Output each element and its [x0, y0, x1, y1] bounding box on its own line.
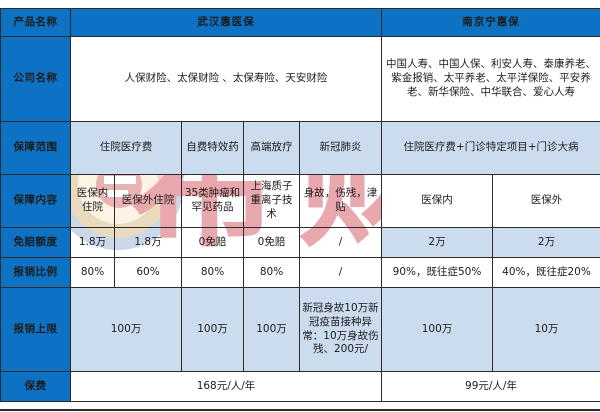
reimbursement-cap-wuhan-4: 新冠身故10万新冠疫苗接种异常：10万身故伤残、200元/: [299, 287, 382, 372]
coverage-scope-wuhan-1: 住院医疗费: [70, 121, 182, 175]
coverage-content-wuhan-5: 身故，伤残，津贴: [299, 174, 382, 228]
premium-wuhan: 168元/人/年: [70, 371, 382, 402]
table-row-coverage-scope: 保障范围 住院医疗费 自费特效药 高端放疗 新冠肺炎 住院医疗费+门诊特定项目+…: [0, 121, 600, 175]
deductible-wuhan-2: 1.8万: [114, 227, 182, 258]
coverage-scope-wuhan-3: 高端放疗: [243, 121, 300, 175]
coverage-content-wuhan-2: 医保外住院: [114, 174, 182, 228]
deductible-nanjing-2: 2万: [492, 227, 600, 258]
coverage-content-wuhan-1: 医保内住院: [70, 174, 115, 228]
deductible-wuhan-4: 0免赔: [243, 227, 300, 258]
table-row-coverage-content: 保障内容 医保内住院 医保外住院 35类肿瘤和罕见药品 上海质子重离子技术 身故…: [0, 174, 600, 228]
product-header-wuhan: 武汉惠医保: [70, 8, 382, 37]
table-row-reimbursement-cap: 报销上限 100万 100万 100万 新冠身故10万新冠疫苗接种异常：10万身…: [0, 287, 600, 372]
reimbursement-cap-nanjing-1: 100万: [381, 287, 493, 372]
table-row-reimbursement-rate: 报销比例 80% 60% 80% 80% / 90%，既往症50% 40%，既往…: [0, 257, 600, 288]
reimbursement-rate-wuhan-4: 80%: [243, 257, 300, 288]
product-header-nanjing: 南京宁惠保: [381, 8, 600, 37]
reimbursement-cap-wuhan-3: 100万: [243, 287, 300, 372]
reimbursement-cap-wuhan-1: 100万: [70, 287, 182, 372]
deductible-nanjing-1: 2万: [381, 227, 493, 258]
coverage-content-nanjing-2: 医保外: [492, 174, 600, 228]
table-row-premium: 保费 168元/人/年 99元/人/年: [0, 371, 600, 402]
reimbursement-rate-wuhan-2: 60%: [114, 257, 182, 288]
coverage-content-wuhan-3: 35类肿瘤和罕见药品: [181, 174, 244, 228]
reimbursement-rate-nanjing-1: 90%，既往症50%: [381, 257, 493, 288]
coverage-scope-nanjing: 住院医疗费+门诊特定项目+门诊大病: [381, 121, 600, 175]
coverage-scope-wuhan-4: 新冠肺炎: [299, 121, 382, 175]
row-label-coverage-content: 保障内容: [0, 174, 71, 228]
row-label-deductible: 免赔额度: [0, 227, 71, 258]
insurance-comparison-table: 产品名称 武汉惠医保 南京宁惠保 公司名称 人保财险、太保财险 、太保寿险、天安…: [0, 8, 600, 402]
reimbursement-cap-nanjing-2: 10万: [492, 287, 600, 372]
row-label-coverage-scope: 保障范围: [0, 121, 71, 175]
row-label-reimbursement-cap: 报销上限: [0, 287, 71, 372]
insurance-comparison-table-container: 产品名称 武汉惠医保 南京宁惠保 公司名称 人保财险、太保财险 、太保寿险、天安…: [0, 8, 600, 402]
reimbursement-rate-nanjing-2: 40%，既往症20%: [492, 257, 600, 288]
reimbursement-rate-wuhan-1: 80%: [70, 257, 115, 288]
deductible-wuhan-5: /: [299, 227, 382, 258]
reimbursement-cap-wuhan-2: 100万: [181, 287, 244, 372]
reimbursement-rate-wuhan-3: 80%: [181, 257, 244, 288]
coverage-scope-wuhan-2: 自费特效药: [181, 121, 244, 175]
row-label-reimbursement-rate: 报销比例: [0, 257, 71, 288]
table-row-company-name: 公司名称 人保财险、太保财险 、太保寿险、天安财险 中国人寿、中国人保、利安人寿…: [0, 36, 600, 122]
premium-nanjing: 99元/人/年: [381, 371, 600, 402]
table-row-deductible: 免赔额度 1.8万 1.8万 0免赔 0免赔 / 2万 2万: [0, 227, 600, 258]
deductible-wuhan-1: 1.8万: [70, 227, 115, 258]
row-label-company-name: 公司名称: [0, 36, 71, 122]
deductible-wuhan-3: 0免赔: [181, 227, 244, 258]
coverage-content-wuhan-4: 上海质子重离子技术: [243, 174, 300, 228]
coverage-content-nanjing-1: 医保内: [381, 174, 493, 228]
table-row-product-name: 产品名称 武汉惠医保 南京宁惠保: [0, 8, 600, 37]
company-names-nanjing: 中国人寿、中国人保、利安人寿、泰康养老、紫金报销、太平养老、太平洋保险、平安养老…: [381, 36, 600, 122]
row-label-product-name: 产品名称: [0, 8, 71, 37]
table-bottom-rule: [0, 409, 600, 411]
company-names-wuhan: 人保财险、太保财险 、太保寿险、天安财险: [70, 36, 382, 122]
reimbursement-rate-wuhan-5: /: [299, 257, 382, 288]
row-label-premium: 保费: [0, 371, 71, 402]
